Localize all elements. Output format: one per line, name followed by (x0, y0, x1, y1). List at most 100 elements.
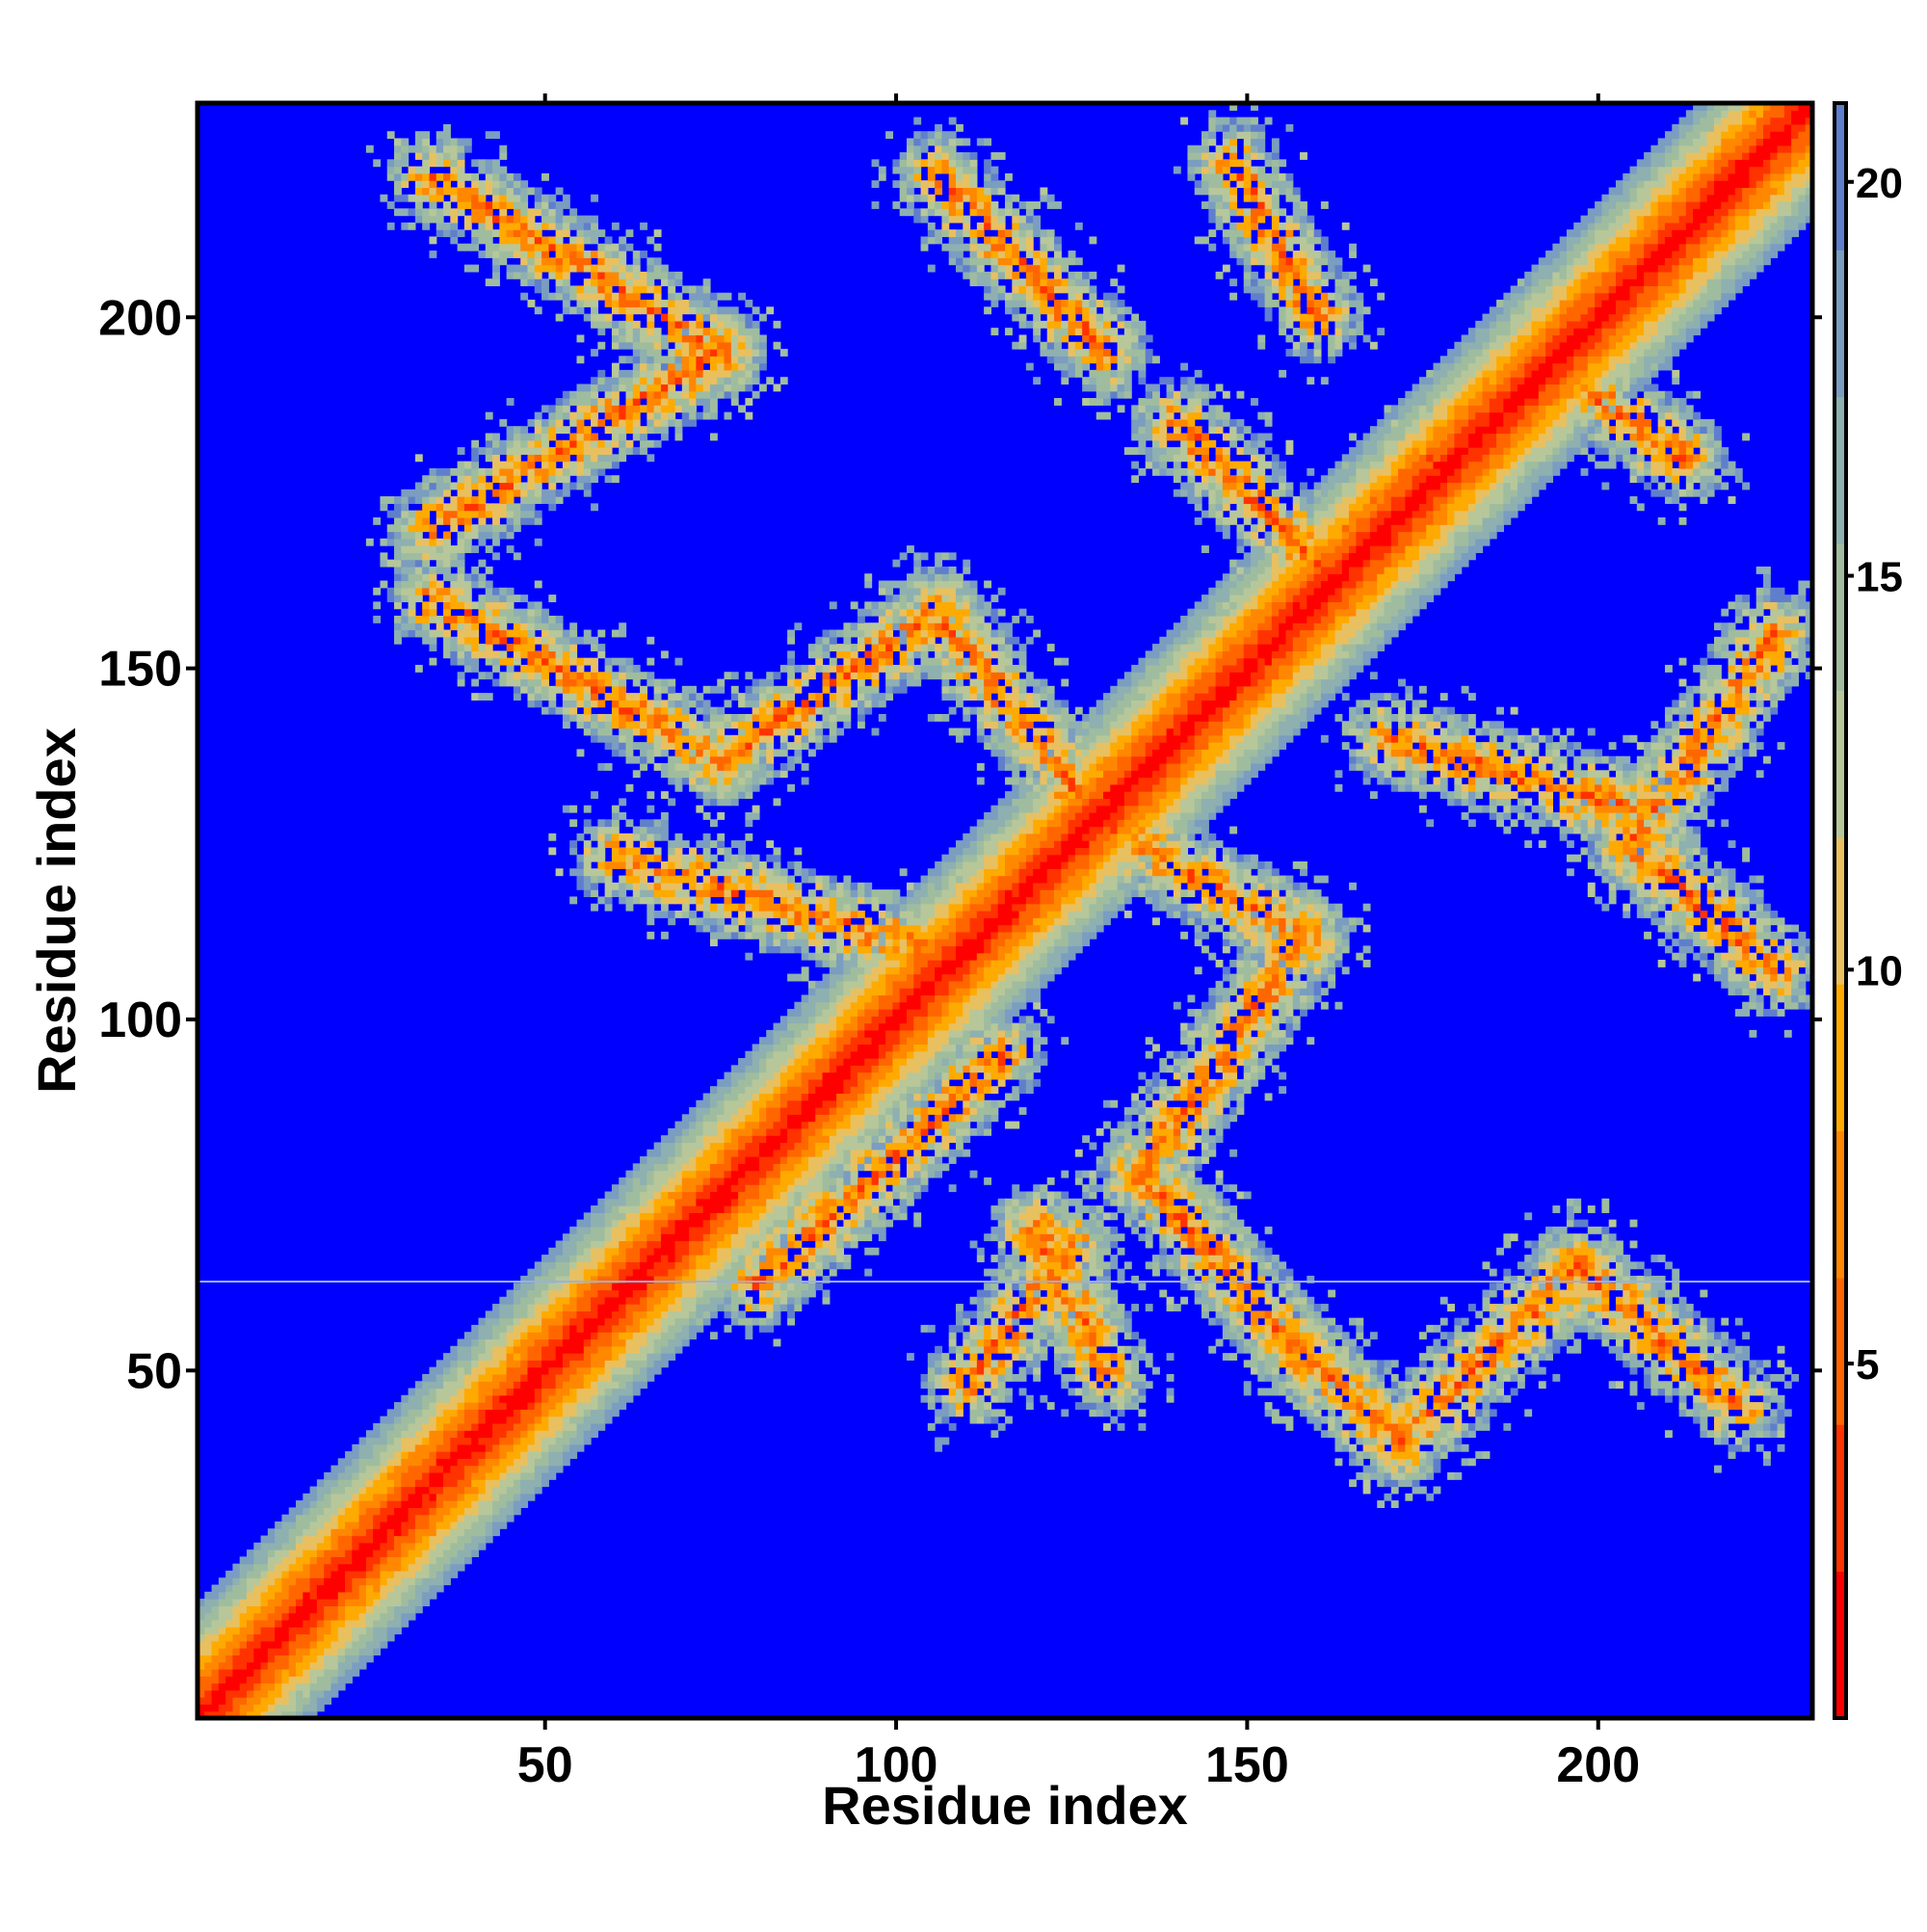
heatmap-cell (752, 1212, 760, 1221)
heatmap-cell (709, 1184, 718, 1193)
heatmap-cell (647, 384, 655, 392)
heatmap-cell (492, 664, 500, 673)
heatmap-cell (724, 1261, 732, 1270)
heatmap-cell (730, 1296, 739, 1305)
heatmap-cell (619, 622, 627, 631)
heatmap-cell (548, 1353, 557, 1361)
heatmap-cell (457, 461, 465, 469)
heatmap-cell (380, 1479, 388, 1488)
heatmap-cell (324, 1605, 332, 1614)
heatmap-cell (316, 1591, 325, 1600)
heatmap-cell (660, 300, 669, 307)
heatmap-cell (604, 257, 613, 266)
heatmap-cell (779, 1304, 788, 1311)
heatmap-cell (709, 384, 718, 392)
heatmap-cell (647, 271, 655, 279)
heatmap-cell (218, 1710, 226, 1718)
heatmap-cell (702, 1219, 711, 1228)
heatmap-cell (296, 1514, 304, 1522)
heatmap-cell (766, 1078, 775, 1087)
heatmap-cell (275, 1661, 283, 1670)
heatmap-cell (766, 868, 775, 877)
heatmap-cell (604, 454, 613, 463)
heatmap-cell (717, 1078, 726, 1087)
heatmap-cell (247, 1710, 254, 1718)
heatmap-cell (647, 1317, 655, 1326)
heatmap-cell (492, 516, 500, 525)
heatmap-cell (681, 734, 690, 743)
heatmap-cell (647, 236, 655, 245)
heatmap-cell (758, 1163, 767, 1172)
heatmap-cell (773, 1289, 781, 1298)
heatmap-cell (758, 1065, 767, 1073)
heatmap-cell (414, 573, 423, 582)
heatmap-cell (562, 229, 570, 238)
heatmap-cell (738, 313, 746, 322)
heatmap-cell (766, 875, 775, 884)
heatmap-cell (365, 1443, 374, 1452)
heatmap-cell (485, 215, 493, 224)
heatmap-cell (450, 159, 459, 168)
heatmap-cell (436, 1528, 444, 1537)
heatmap-cell (380, 1486, 388, 1495)
heatmap-cell (752, 1268, 760, 1277)
heatmap-cell (653, 243, 662, 251)
heatmap-cell (766, 1093, 775, 1101)
heatmap-cell (632, 1373, 641, 1382)
heatmap-cell (738, 1310, 746, 1319)
heatmap-cell (513, 222, 521, 230)
heatmap-cell (499, 615, 508, 623)
heatmap-cell (717, 1233, 726, 1242)
heatmap-cell (436, 172, 444, 181)
heatmap-cell (303, 1682, 311, 1691)
heatmap-cell (414, 566, 423, 574)
heatmap-cell (478, 650, 487, 659)
heatmap-cell (597, 650, 606, 659)
heatmap-cell (660, 369, 669, 378)
heatmap-cell (253, 1619, 262, 1628)
heatmap-cell (520, 615, 529, 623)
heatmap-cell (471, 1542, 480, 1550)
heatmap-cell (647, 791, 655, 800)
heatmap-cell (267, 1605, 276, 1614)
heatmap-cell (611, 749, 620, 757)
heatmap-cell (386, 1599, 395, 1607)
heatmap-cell (773, 770, 781, 779)
heatmap-cell (562, 201, 570, 209)
heatmap-cell (499, 1514, 508, 1522)
heatmap-cell (562, 1373, 570, 1382)
heatmap-cell (401, 172, 409, 181)
heatmap-cell (225, 1697, 234, 1706)
heatmap-cell (773, 728, 781, 736)
heatmap-cell (717, 1170, 726, 1178)
heatmap-cell (436, 215, 444, 224)
heatmap-cell (422, 538, 431, 546)
heatmap-cell (548, 685, 557, 694)
heatmap-cell (597, 1283, 606, 1291)
heatmap-cell (632, 826, 641, 834)
heatmap-cell (324, 1661, 332, 1670)
heatmap-cell (625, 1177, 634, 1185)
heatmap-cell (758, 903, 767, 912)
heatmap-cell (611, 826, 620, 834)
heatmap-cell (492, 601, 500, 610)
heatmap-cell (660, 1332, 669, 1340)
heatmap-cell (471, 531, 480, 540)
heatmap-cell (541, 672, 549, 680)
heatmap-cell (499, 1422, 508, 1431)
heatmap-cell (485, 644, 493, 651)
heatmap-cell (702, 1255, 711, 1262)
heatmap-cell (408, 1402, 416, 1410)
heatmap-cell (583, 1409, 592, 1417)
heatmap-cell (520, 1360, 529, 1368)
heatmap-cell (471, 496, 480, 504)
heatmap-cell (632, 1360, 641, 1368)
heatmap-cell (288, 1570, 297, 1578)
heatmap-cell (457, 1500, 465, 1508)
heatmap-cell (640, 300, 647, 307)
heatmap-cell (225, 1570, 234, 1578)
heatmap-cell (611, 433, 620, 441)
heatmap-cell (303, 1535, 311, 1544)
heatmap-cell (647, 426, 655, 435)
heatmap-cell (717, 1135, 726, 1144)
